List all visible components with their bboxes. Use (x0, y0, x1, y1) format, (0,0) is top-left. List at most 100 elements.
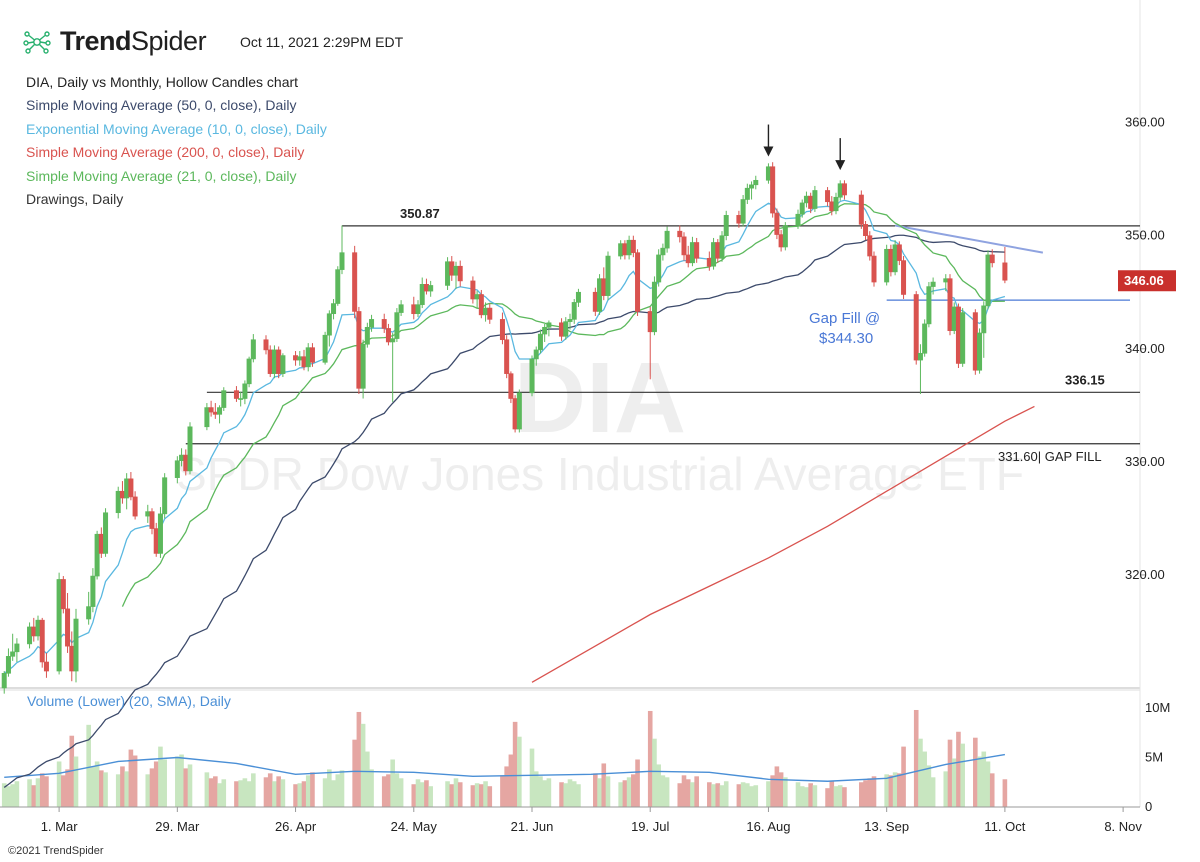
time-tick-label: 13. Sep (864, 819, 909, 834)
candle-body (86, 606, 92, 620)
volume-bar (428, 786, 433, 807)
volume-bar (660, 775, 666, 807)
candle-body (512, 398, 518, 430)
candle-body (546, 322, 552, 328)
legend-drawings[interactable]: Drawings, Daily (26, 191, 124, 208)
watermark-symbol: DIA (514, 342, 686, 454)
candle (917, 344, 923, 394)
candle-body (297, 356, 303, 361)
candle (145, 504, 151, 523)
volume-bar (901, 746, 906, 807)
candle (128, 472, 134, 501)
volume-tick-label: 0 (1145, 799, 1152, 814)
volume-bar (293, 784, 298, 807)
price-tick-label: 330.00 (1125, 454, 1165, 469)
candle-body (888, 248, 894, 273)
candle (250, 334, 256, 363)
legend-sma200[interactable]: Simple Moving Average (200, 0, close), D… (26, 144, 305, 161)
candle-body (280, 355, 286, 374)
volume-bar (246, 781, 252, 807)
volume-bar (892, 772, 898, 807)
candle (947, 274, 953, 336)
candle (453, 261, 459, 289)
drawings: 350.87 336.15 331.60| GAP FILL Gap Fill @ $3… (400, 124, 1176, 464)
volume-bar (267, 773, 273, 807)
candles (1, 162, 1008, 694)
time-tick-label: 11. Oct (984, 819, 1025, 834)
candle-body (339, 252, 345, 270)
candle-body (183, 454, 189, 472)
volume-legend[interactable]: Volume (Lower) (20, SMA), Daily (27, 693, 231, 709)
volume-bar (571, 781, 577, 807)
candle (309, 343, 315, 367)
candle (98, 527, 104, 558)
volume-bar (390, 759, 395, 807)
volume-bar (715, 783, 721, 807)
candle-body (124, 478, 130, 499)
candle (896, 241, 902, 266)
candle (901, 256, 907, 300)
volume-bar (394, 773, 400, 807)
legend-ema10[interactable]: Exponential Moving Average (10, 0, close… (26, 120, 327, 137)
volume-bar (217, 783, 222, 807)
candle (694, 237, 700, 263)
candle-body (69, 645, 75, 672)
candle (635, 249, 641, 316)
volume-bar (453, 778, 459, 807)
candle (174, 456, 180, 484)
candle-body (858, 194, 864, 225)
candle (677, 225, 683, 243)
candle-body (428, 285, 434, 292)
candle (512, 395, 518, 433)
candle-body (128, 478, 134, 498)
candle (56, 572, 62, 675)
candle-body (356, 311, 362, 389)
candle (841, 180, 847, 200)
candle-body (533, 349, 539, 360)
volume-bar (711, 784, 716, 807)
candle (339, 225, 345, 275)
candle (305, 343, 311, 372)
volume-bar (356, 711, 362, 807)
ema10-line (3, 199, 1006, 674)
candle-body (483, 307, 489, 316)
candle-body (157, 513, 163, 554)
candle (567, 313, 573, 330)
legend-sma21[interactable]: Simple Moving Average (21, 0, close), Da… (26, 167, 297, 184)
candle (428, 280, 434, 297)
candle-body (419, 284, 425, 305)
candle-body (516, 392, 522, 430)
candle (681, 232, 687, 261)
candle (778, 230, 784, 252)
legend-sma50[interactable]: Simple Moving Average (50, 0, close), Da… (26, 97, 297, 114)
volume-bar (158, 746, 163, 807)
candle-body (795, 213, 801, 226)
volume-bar (208, 778, 214, 807)
volume-bar (272, 781, 277, 807)
candle-body (656, 254, 662, 283)
candle-body (1002, 262, 1008, 281)
candle (685, 245, 691, 268)
candle (271, 345, 277, 379)
candle (73, 608, 79, 683)
candle-body (837, 183, 843, 198)
volume-bar (27, 779, 32, 807)
candle-body (208, 407, 214, 413)
time-tick-label: 24. May (391, 819, 438, 834)
price-tick-label: 340.00 (1125, 341, 1165, 356)
candle-body (867, 235, 873, 257)
time-tick-label: 19. Jul (631, 819, 669, 834)
candle (65, 593, 71, 653)
volume-bar (360, 723, 366, 807)
candle (356, 306, 362, 394)
candle-body (309, 347, 315, 363)
candle-body (711, 242, 717, 267)
candle (989, 249, 995, 268)
volume-bar (833, 786, 839, 807)
volume-bar (415, 779, 421, 807)
candle (867, 231, 873, 261)
candle (711, 237, 717, 270)
volume-bar (774, 766, 780, 807)
candle-body (508, 373, 514, 399)
